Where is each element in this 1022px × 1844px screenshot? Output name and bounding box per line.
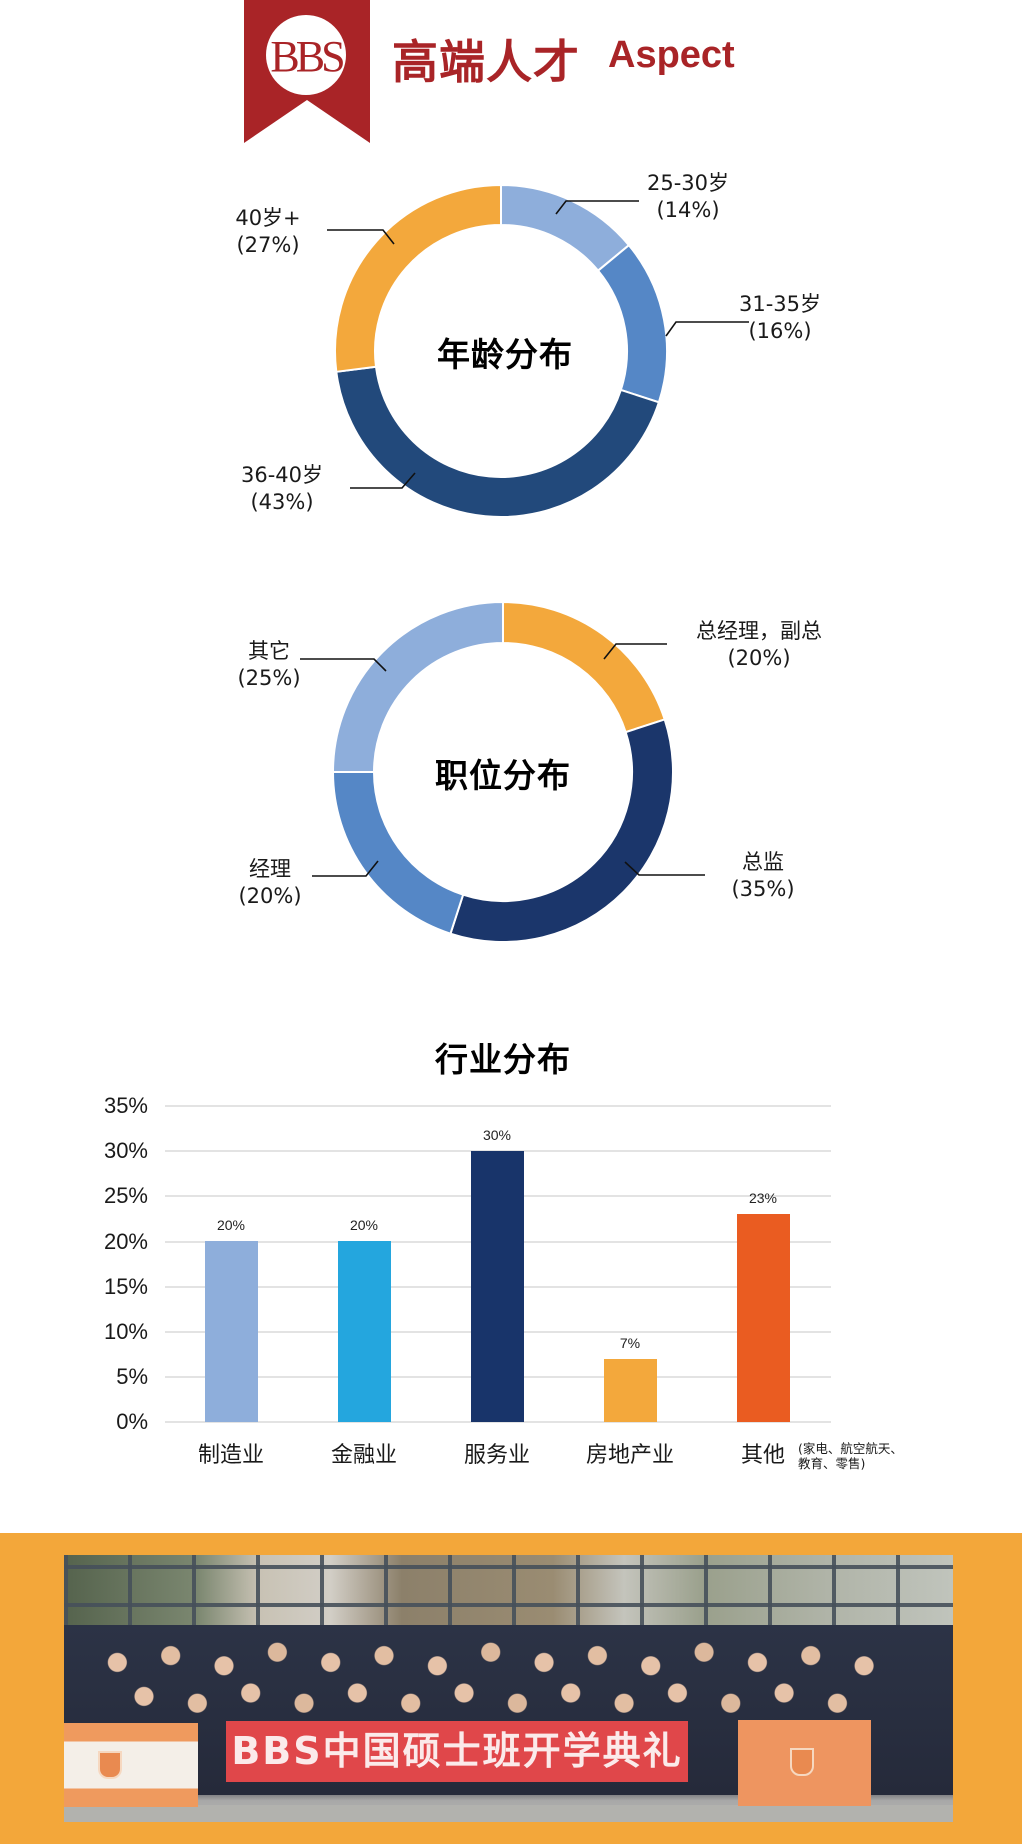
y-tick: 35%	[103, 1093, 148, 1118]
donut-segment	[502, 600, 666, 734]
position-donut-chart	[300, 600, 705, 944]
gridline-baseline	[165, 1421, 831, 1423]
orange-white-flag	[64, 1723, 198, 1807]
anchor-emblem-icon	[98, 1751, 122, 1779]
page-title: 高端人才	[392, 35, 580, 89]
orange-flag	[738, 1720, 871, 1806]
age-label-40-plus: 40岁+ (27%)	[235, 206, 301, 257]
bar-real-estate	[604, 1358, 657, 1422]
bar-other	[737, 1214, 790, 1422]
category-label: 制造业	[197, 1443, 265, 1468]
donut-segment	[596, 243, 668, 404]
y-tick: 0%	[116, 1409, 148, 1434]
age-chart-title: 年龄分布	[437, 335, 573, 374]
y-tick: 15%	[103, 1274, 148, 1299]
group-photo: BBS中国硕士班开学典礼	[64, 1555, 953, 1822]
age-donut-chart	[327, 183, 749, 518]
bar-services	[471, 1151, 524, 1422]
bar-value-label: 7%	[619, 1334, 641, 1351]
bbs-logo-ribbon: BBS	[244, 0, 370, 143]
bar-finance	[338, 1241, 391, 1422]
bar-value-label: 23%	[748, 1190, 778, 1207]
bar-manufacturing	[205, 1241, 258, 1422]
page-title-english: Aspect	[608, 34, 735, 76]
position-chart-title: 职位分布	[435, 756, 571, 795]
ceremony-banner: BBS中国硕士班开学典礼	[226, 1721, 688, 1782]
y-tick: 20%	[103, 1229, 148, 1254]
other-category-note: (家电、航空航天、 教育、零售)	[798, 1441, 903, 1471]
age-label-25-30: 25-30岁 (14%)	[646, 171, 730, 222]
category-label: 服务业	[463, 1443, 531, 1468]
bbs-logo-text: BBS	[270, 32, 343, 81]
age-label-36-40: 36-40岁 (43%)	[240, 463, 324, 514]
donut-segment	[335, 365, 661, 518]
y-tick: 25%	[103, 1183, 148, 1208]
category-label: 房地产业	[585, 1443, 675, 1468]
position-label-gm: 总经理，副总 (20%)	[696, 619, 822, 670]
gridline	[165, 1150, 831, 1152]
position-label-director: 总监 (35%)	[731, 850, 795, 901]
y-tick: 5%	[116, 1364, 148, 1389]
donut-segment	[334, 183, 502, 373]
category-label: 金融业	[330, 1443, 398, 1468]
industry-chart-title: 行业分布	[435, 1040, 571, 1079]
age-label-31-35: 31-35岁 (16%)	[738, 292, 822, 343]
y-tick: 30%	[103, 1138, 148, 1163]
donut-segment	[449, 718, 675, 944]
y-tick: 10%	[103, 1319, 148, 1344]
donut-segment	[331, 600, 504, 773]
position-label-manager: 经理 (20%)	[238, 857, 302, 908]
gridline	[165, 1105, 831, 1107]
anchor-emblem-icon	[790, 1748, 814, 1776]
bar-value-label: 30%	[482, 1127, 512, 1144]
bar-value-label: 20%	[216, 1217, 246, 1234]
bar-value-label: 20%	[349, 1217, 379, 1234]
category-label: 其他	[740, 1443, 786, 1468]
donut-segment	[500, 183, 631, 273]
pavement	[64, 1805, 953, 1822]
position-label-other: 其它 (25%)	[237, 639, 301, 690]
